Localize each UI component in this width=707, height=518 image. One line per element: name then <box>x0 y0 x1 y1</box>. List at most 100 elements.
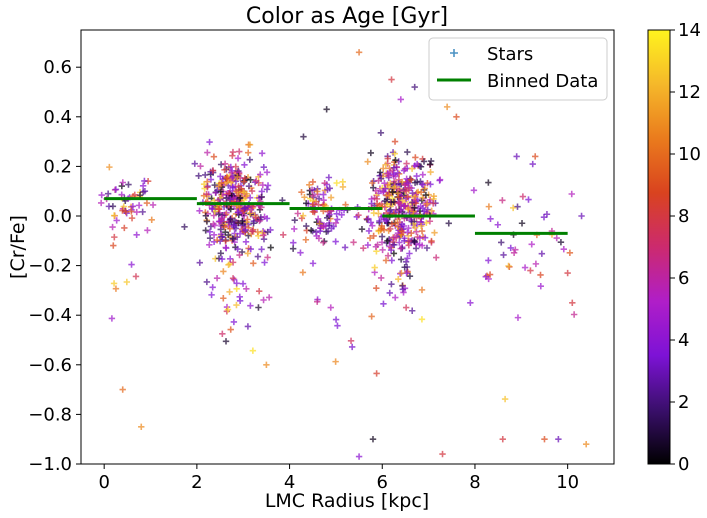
star-point <box>133 208 140 216</box>
star-point <box>560 245 567 253</box>
star-point <box>498 239 505 246</box>
star-point <box>394 190 401 197</box>
star-point <box>390 178 398 185</box>
star-point <box>218 215 225 222</box>
star-point <box>386 192 393 200</box>
star-point <box>430 192 438 200</box>
star-point <box>219 330 226 337</box>
legend-stars-label: Stars <box>487 44 533 65</box>
star-point <box>341 244 349 251</box>
star-point <box>119 179 126 186</box>
star-point <box>302 200 310 207</box>
star-point <box>411 238 418 246</box>
star-point <box>377 274 385 282</box>
star-point <box>443 103 451 111</box>
star-point <box>224 306 232 313</box>
star-point <box>131 191 138 199</box>
star-point <box>258 150 266 157</box>
star-point <box>419 181 427 189</box>
star-point <box>214 187 221 194</box>
star-point <box>232 163 239 170</box>
star-point <box>394 169 401 177</box>
star-point <box>289 245 297 252</box>
binned-data-layer <box>104 197 568 235</box>
star-point <box>251 178 259 186</box>
star-point <box>382 161 389 168</box>
star-point <box>541 436 548 443</box>
star-point <box>381 197 389 205</box>
star-point <box>382 257 390 264</box>
star-point <box>303 222 310 230</box>
star-point <box>243 218 250 226</box>
star-point <box>418 227 426 235</box>
star-point <box>394 229 402 237</box>
star-point <box>385 172 392 180</box>
star-point <box>227 326 234 333</box>
star-point <box>220 268 227 275</box>
star-point <box>324 186 331 193</box>
star-point <box>203 218 211 225</box>
star-point <box>507 244 514 252</box>
star-point <box>234 173 241 181</box>
star-point <box>302 236 310 243</box>
star-point <box>421 185 429 192</box>
star-point <box>119 207 126 214</box>
star-point <box>313 232 320 240</box>
star-point <box>321 179 328 187</box>
star-point <box>204 183 211 191</box>
star-point <box>216 218 223 225</box>
star-point <box>258 188 266 195</box>
star-point <box>358 225 366 233</box>
star-point <box>222 237 229 245</box>
star-point <box>410 208 417 215</box>
star-point <box>420 158 428 165</box>
star-point <box>260 296 267 304</box>
star-point <box>213 274 221 282</box>
star-point <box>232 225 240 232</box>
star-point <box>229 259 237 266</box>
star-point <box>233 285 240 293</box>
star-point <box>238 185 245 192</box>
star-point <box>325 174 333 181</box>
star-point <box>227 255 234 263</box>
star-point <box>334 216 341 223</box>
star-point <box>267 226 274 234</box>
star-point <box>280 231 287 238</box>
star-point <box>332 219 340 227</box>
star-point <box>223 244 230 252</box>
star-point <box>225 261 232 269</box>
star-point <box>135 202 143 209</box>
star-point <box>408 176 415 183</box>
star-point <box>196 259 203 266</box>
star-point <box>191 160 198 167</box>
colorbar-tick-label: 8 <box>678 206 689 227</box>
star-point <box>241 161 248 168</box>
star-point <box>388 220 396 228</box>
star-point <box>217 188 224 195</box>
star-point <box>413 172 420 180</box>
star-point <box>420 208 428 215</box>
star-point <box>208 291 215 299</box>
star-point <box>505 262 512 270</box>
star-point <box>121 224 128 232</box>
star-point <box>215 205 222 213</box>
star-point <box>244 323 252 330</box>
star-point <box>494 221 502 228</box>
star-point <box>375 210 382 217</box>
star-point <box>264 254 271 261</box>
star-point <box>239 280 247 287</box>
star-point <box>500 251 507 259</box>
star-point <box>320 222 328 229</box>
star-point <box>333 210 340 217</box>
star-point <box>405 224 412 232</box>
x-tick-label: 0 <box>98 472 109 493</box>
star-point <box>397 245 404 252</box>
star-point <box>391 150 398 157</box>
star-point <box>260 232 267 239</box>
star-point <box>141 177 148 185</box>
star-point <box>255 304 262 311</box>
star-point <box>327 304 334 311</box>
star-point <box>397 256 405 263</box>
star-point <box>234 209 242 216</box>
